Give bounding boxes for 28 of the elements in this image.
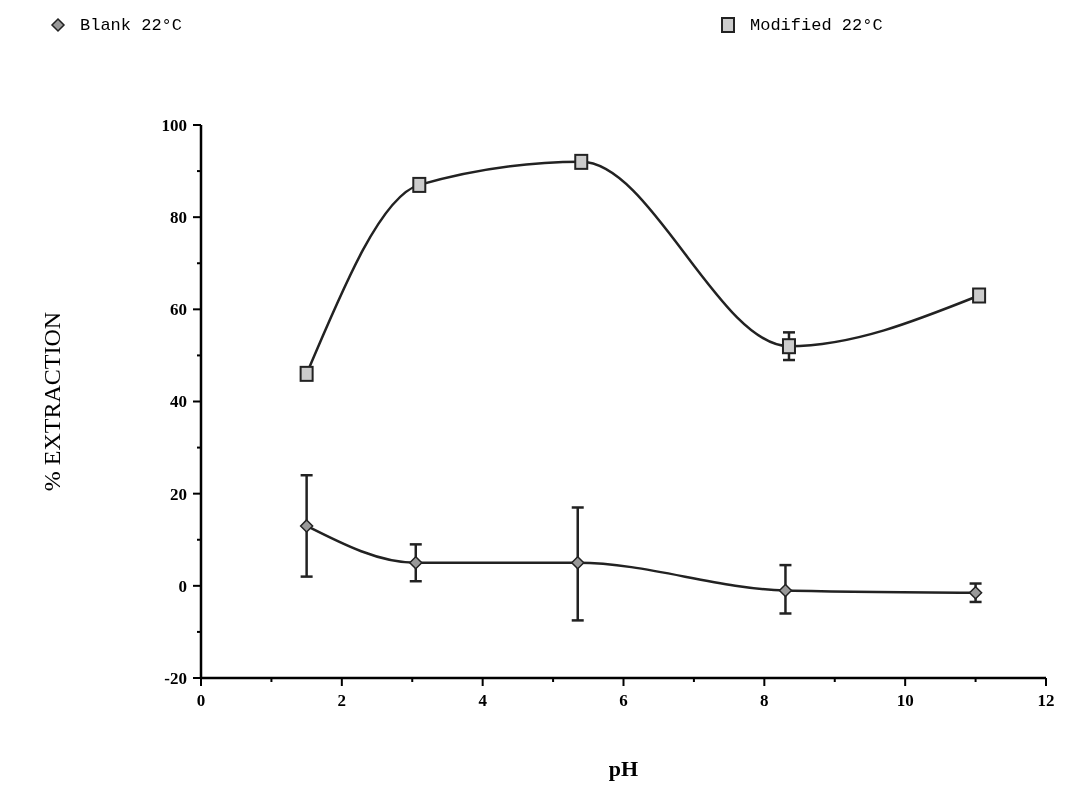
point — [409, 556, 423, 570]
point — [968, 586, 983, 600]
legend-label: Blank 22°C — [80, 16, 183, 35]
x-tick-label: 0 — [196, 691, 206, 710]
x-tick-label: 6 — [619, 691, 628, 710]
y-tick-label: -20 — [164, 668, 187, 688]
point — [299, 519, 314, 533]
x-tick-label: 10 — [896, 691, 914, 710]
x-tick-label: 2 — [337, 691, 347, 710]
y-tick-label: 40 — [170, 392, 187, 412]
point — [412, 176, 427, 193]
x-tick-label: 4 — [478, 691, 488, 710]
y-tick-label: 80 — [170, 208, 187, 228]
point — [570, 556, 585, 570]
point — [574, 153, 589, 170]
x-tick-label: 12 — [1037, 691, 1055, 710]
x-tick-label: 8 — [760, 691, 769, 710]
point — [778, 583, 793, 598]
y-axis-title: % EXTRACTION — [39, 311, 65, 492]
y-tick-label: 100 — [161, 115, 187, 135]
point — [781, 338, 796, 355]
point — [299, 365, 314, 382]
x-axis-title: pH — [608, 756, 639, 781]
legend-label: Modified 22°C — [750, 16, 883, 35]
y-tick-label: 0 — [178, 576, 187, 596]
y-tick-label: 60 — [170, 300, 187, 320]
point — [972, 287, 987, 304]
y-tick-label: 20 — [170, 484, 187, 504]
